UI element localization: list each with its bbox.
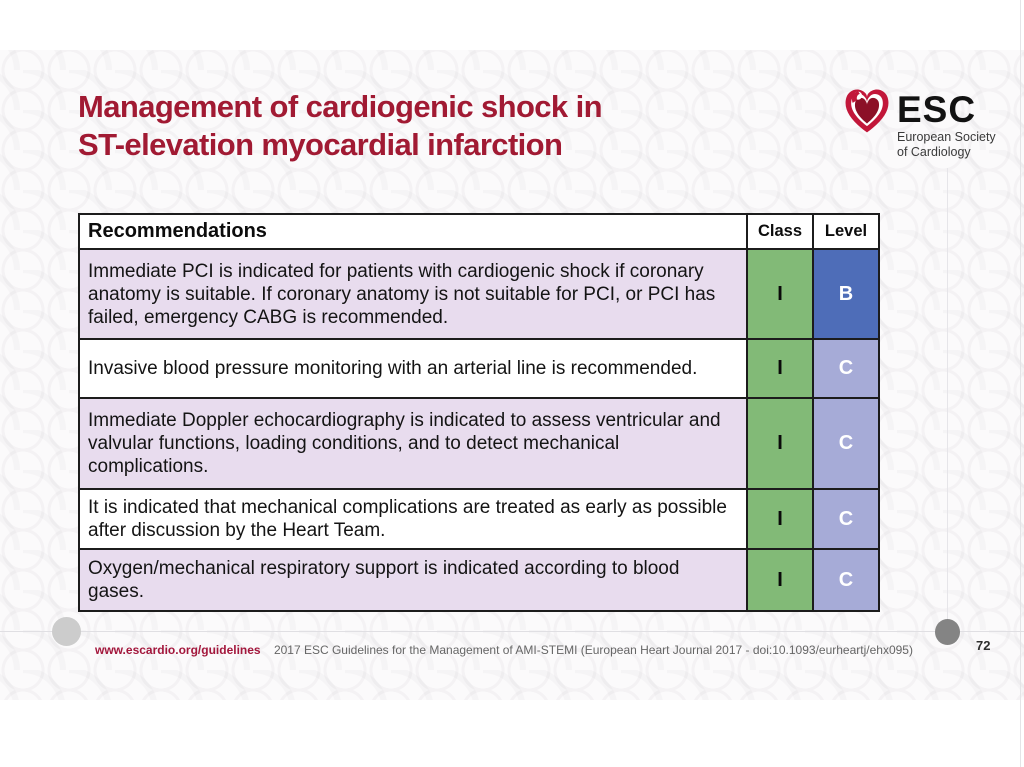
header-recommendations: Recommendations — [78, 213, 748, 250]
page-number: 72 — [976, 638, 991, 653]
table-row: It is indicated that mechanical complica… — [78, 488, 880, 550]
class-cell: I — [746, 338, 814, 399]
header-class: Class — [746, 213, 814, 250]
esc-logo-acronym: ESC — [897, 89, 977, 130]
level-cell: B — [812, 248, 880, 340]
class-cell: I — [746, 397, 814, 490]
esc-heart-icon — [840, 84, 894, 136]
level-cell: C — [812, 488, 880, 550]
page-edge-divider — [1020, 0, 1021, 767]
slide-title-line2: ST-elevation myocardial infarction — [78, 127, 563, 162]
left-grip-dot-icon — [52, 617, 81, 646]
table-row: Invasive blood pressure monitoring with … — [78, 338, 880, 399]
table-row: Immediate Doppler echocardiography is in… — [78, 397, 880, 490]
recommendation-cell: Oxygen/mechanical respiratory support is… — [78, 548, 748, 612]
slide-title-line1: Management of cardiogenic shock in — [78, 89, 603, 124]
header-level: Level — [812, 213, 880, 250]
recommendations-table: Recommendations Class Level Immediate PC… — [78, 213, 880, 612]
table-row: Oxygen/mechanical respiratory support is… — [78, 548, 880, 612]
layout-guide-vline — [947, 168, 948, 632]
level-cell: C — [812, 397, 880, 490]
class-cell: I — [746, 248, 814, 340]
table-header-row: Recommendations Class Level — [78, 213, 880, 250]
slide-footer: www.escardio.org/guidelines 2017 ESC Gui… — [95, 643, 955, 657]
guidelines-link[interactable]: www.escardio.org/guidelines — [95, 643, 261, 657]
recommendation-cell: Immediate Doppler echocardiography is in… — [78, 397, 748, 490]
level-cell: C — [812, 548, 880, 612]
level-cell: C — [812, 338, 880, 399]
recommendation-cell: Invasive blood pressure monitoring with … — [78, 338, 748, 399]
footer-divider-line — [0, 631, 1024, 632]
slide-title: Management of cardiogenic shock in ST-ele… — [78, 88, 718, 164]
citation-text: 2017 ESC Guidelines for the Management o… — [273, 643, 913, 657]
class-cell: I — [746, 488, 814, 550]
class-cell: I — [746, 548, 814, 612]
esc-logo: ESC European Society of Cardiology — [840, 84, 1010, 160]
recommendation-cell: Immediate PCI is indicated for patients … — [78, 248, 748, 340]
table-row: Immediate PCI is indicated for patients … — [78, 248, 880, 340]
recommendation-cell: It is indicated that mechanical complica… — [78, 488, 748, 550]
esc-logo-subtitle: European Society of Cardiology — [897, 130, 996, 159]
right-grip-dot-icon — [935, 619, 960, 645]
